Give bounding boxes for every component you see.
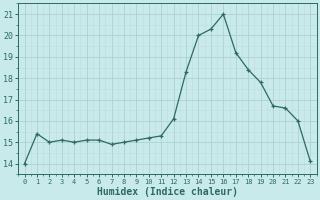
X-axis label: Humidex (Indice chaleur): Humidex (Indice chaleur) bbox=[97, 186, 238, 197]
